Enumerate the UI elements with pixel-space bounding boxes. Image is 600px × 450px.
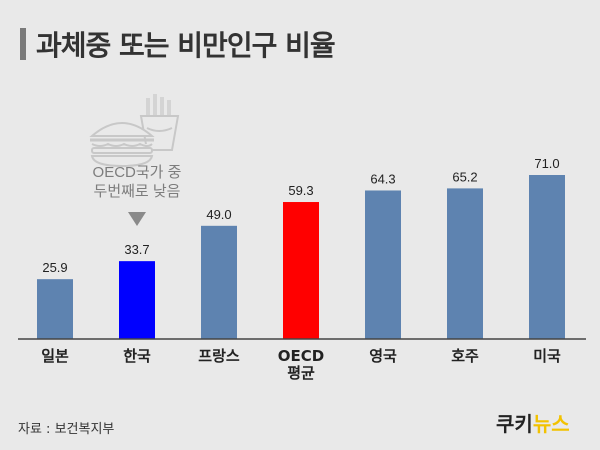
food-illustration bbox=[89, 94, 180, 168]
bar-4 bbox=[365, 190, 401, 339]
category-label-1: 한국 bbox=[123, 347, 151, 365]
hamburger-icon bbox=[89, 122, 155, 168]
category-label-2: 프랑스 bbox=[198, 347, 240, 365]
bar-2 bbox=[201, 225, 237, 339]
chart-title: 과체중 또는 비만인구 비율 bbox=[36, 29, 336, 62]
bar-3 bbox=[283, 202, 319, 339]
category-label-6: 미국 bbox=[533, 347, 561, 365]
category-label-4: 영국 bbox=[369, 347, 397, 365]
bar-6 bbox=[529, 175, 565, 339]
bar-0 bbox=[37, 279, 73, 339]
value-label-4: 64.3 bbox=[370, 171, 395, 186]
title-accent-bar bbox=[20, 28, 26, 60]
annotation-line-2: 두번째로 낮음 bbox=[94, 183, 181, 200]
french-fries-icon bbox=[139, 94, 180, 151]
annotation-line-1: OECD국가 중 bbox=[93, 164, 182, 181]
value-label-2: 49.0 bbox=[206, 207, 231, 222]
value-label-1: 33.7 bbox=[124, 242, 149, 257]
bars-layer bbox=[37, 175, 565, 339]
bar-5 bbox=[447, 188, 483, 339]
value-labels-layer: 25.9 33.7 49.0 59.3 64.3 65.2 71.0 bbox=[42, 156, 559, 275]
category-label-5: 호주 bbox=[451, 347, 479, 365]
value-label-3: 59.3 bbox=[288, 183, 313, 198]
source-note: 자료 : 보건복지부 bbox=[18, 422, 115, 437]
value-label-6: 71.0 bbox=[534, 156, 559, 171]
logo-part-1: 쿠키 bbox=[496, 412, 533, 436]
category-label-3-line-1: 평균 bbox=[287, 364, 315, 382]
category-label-3-line-0: OECD bbox=[278, 347, 324, 365]
brand-logo: 쿠키뉴스 bbox=[496, 408, 570, 437]
category-label-0: 일본 bbox=[41, 347, 69, 365]
value-label-5: 65.2 bbox=[452, 169, 477, 184]
value-label-0: 25.9 bbox=[42, 260, 67, 275]
down-arrow-icon bbox=[128, 212, 146, 226]
logo-part-2: 뉴스 bbox=[532, 412, 570, 436]
bar-1 bbox=[119, 261, 155, 339]
